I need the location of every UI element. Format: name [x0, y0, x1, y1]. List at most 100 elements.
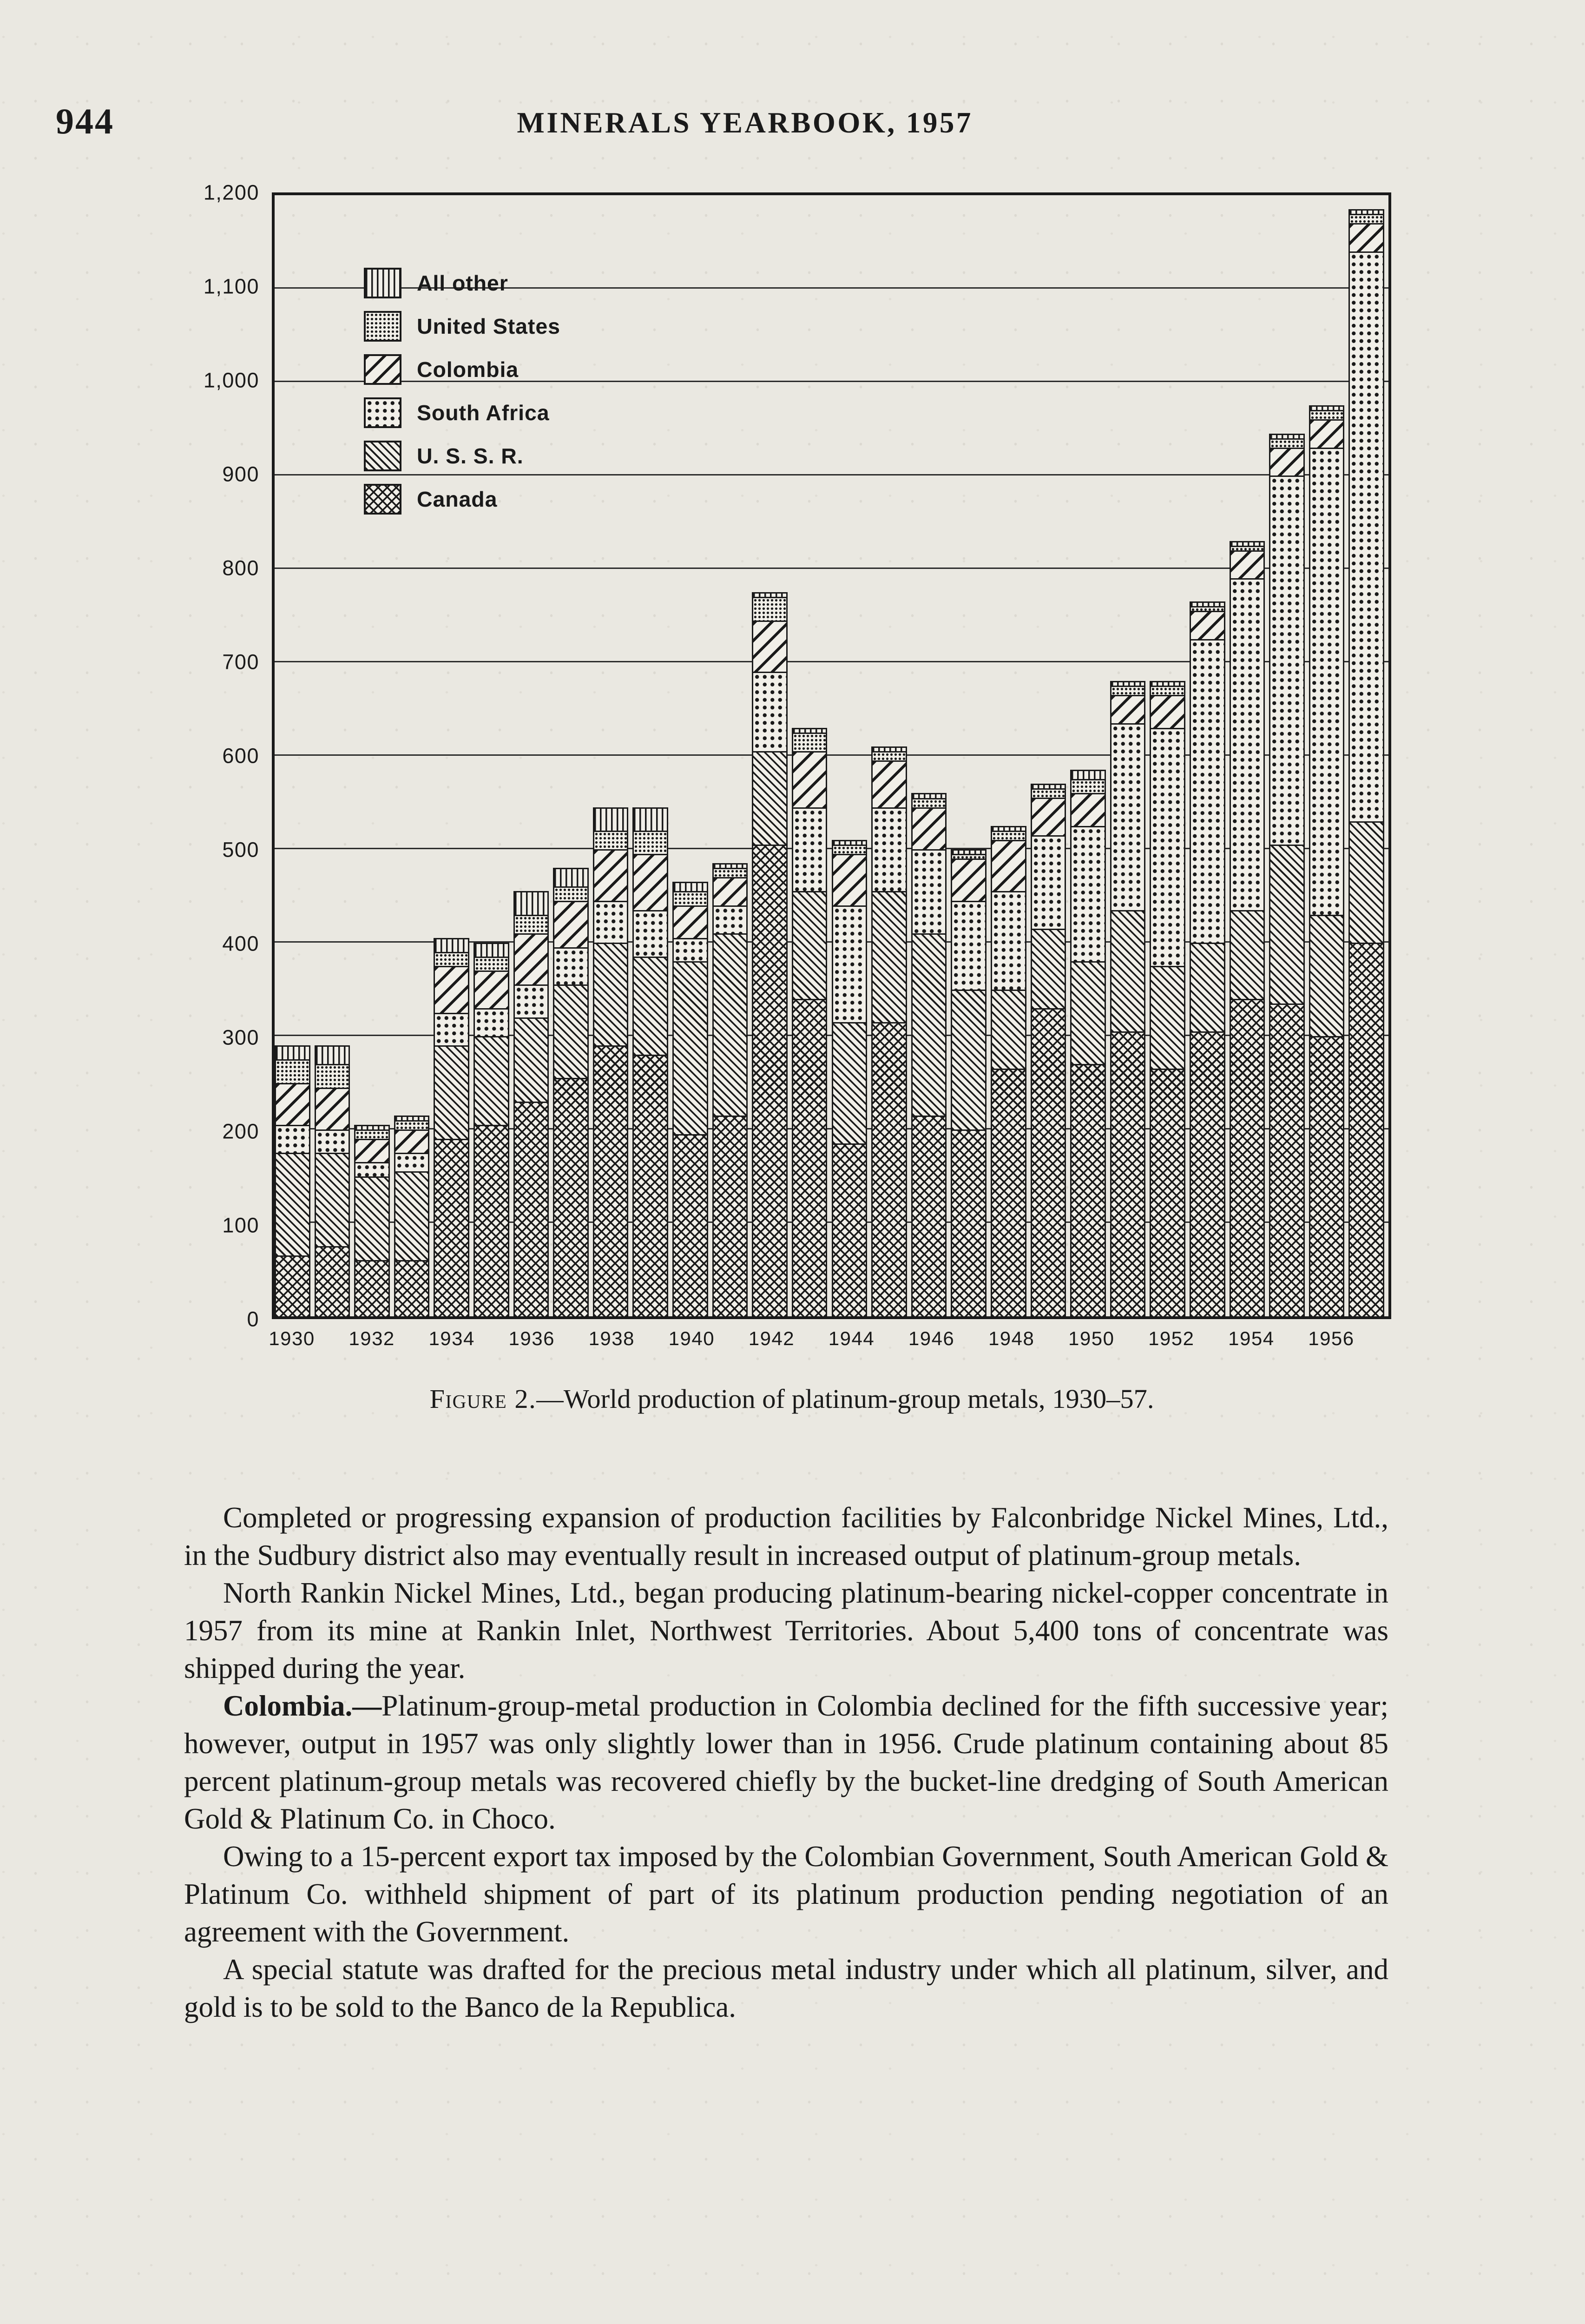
bar-segment-southafrica-1946: [911, 849, 947, 933]
x-tick-label-1952: 1952: [1148, 1327, 1195, 1349]
bar-segment-canada-1954: [1229, 998, 1265, 1316]
legend-item-ussr: U. S. S. R.: [364, 441, 560, 471]
legend-label-allother: All other: [417, 271, 508, 295]
bar-segment-southafrica-1952: [1150, 727, 1185, 966]
bar-segment-us-1938: [592, 830, 629, 850]
bar-segment-allother-1956: [1309, 405, 1345, 410]
legend-item-colombia: Colombia: [364, 354, 560, 385]
gridline-1000: [275, 381, 1388, 382]
bar-segment-colombia-1951: [1110, 695, 1146, 723]
bar-segment-colombia-1935: [474, 971, 509, 1008]
page-header: 944 MINERALS YEARBOOK, 1957: [0, 100, 1585, 145]
bar-segment-canada-1930: [275, 1255, 310, 1316]
bar-segment-allother-1955: [1269, 433, 1305, 438]
bar-segment-allother-1943: [791, 727, 828, 733]
bar-1932: [354, 195, 390, 1316]
bar-segment-ussr-1931: [314, 1153, 350, 1247]
y-tick-label-100: 100: [222, 1213, 259, 1237]
legend-item-southafrica: South Africa: [364, 397, 560, 428]
bar-segment-southafrica-1950: [1070, 825, 1106, 962]
legend-swatch-us-icon: [364, 311, 401, 342]
legend-swatch-allother-icon: [364, 268, 401, 298]
bar-1935: [474, 195, 509, 1316]
bar-segment-canada-1933: [394, 1260, 430, 1316]
bar-segment-southafrica-1948: [990, 891, 1026, 990]
y-tick-label-1100: 1,100: [203, 274, 259, 298]
legend-item-us: United States: [364, 311, 560, 342]
bar-segment-canada-1944: [831, 1143, 868, 1316]
gridline-1100: [275, 287, 1388, 289]
bar-segment-ussr-1943: [791, 891, 828, 999]
x-tick-label-1950: 1950: [1068, 1327, 1115, 1349]
bar-segment-southafrica-1931: [314, 1129, 350, 1153]
bar-segment-allother-1951: [1110, 681, 1146, 686]
gridline-700: [275, 661, 1388, 662]
bar-segment-colombia-1952: [1150, 695, 1185, 728]
bar-segment-southafrica-1957: [1348, 251, 1384, 821]
paragraph-2: North Rankin Nickel Mines, Ltd., began p…: [184, 1577, 1388, 1684]
bar-segment-colombia-1957: [1348, 223, 1384, 251]
bar-segment-canada-1931: [314, 1246, 350, 1316]
bar-segment-allother-1949: [1030, 784, 1066, 789]
bar-segment-southafrica-1940: [672, 938, 708, 962]
bar-segment-us-1955: [1269, 438, 1305, 448]
bar-segment-colombia-1937: [553, 900, 589, 948]
x-tick-label-1948: 1948: [988, 1327, 1035, 1349]
y-tick-label-1000: 1,000: [203, 368, 259, 392]
y-tick-label-600: 600: [222, 744, 259, 768]
bar-1936: [513, 195, 549, 1316]
bar-segment-southafrica-1954: [1229, 578, 1265, 910]
bar-segment-colombia-1954: [1229, 550, 1265, 579]
bar-segment-southafrica-1932: [354, 1162, 390, 1176]
bar-1930: [275, 195, 310, 1316]
bar-segment-southafrica-1937: [553, 947, 589, 985]
bar-segment-allother-1954: [1229, 541, 1265, 546]
bar-1942: [752, 195, 788, 1316]
bar-1931: [314, 195, 350, 1316]
bar-segment-allother-1940: [672, 882, 708, 891]
x-tick-label-1942: 1942: [748, 1327, 795, 1349]
bar-segment-ussr-1944: [831, 1022, 868, 1144]
bar-segment-ussr-1957: [1348, 821, 1384, 943]
bar-segment-allother-1953: [1189, 601, 1225, 607]
x-axis: 1930 1932 1934 1936 1938 1940 1942 1944 1946 1948…: [269, 1319, 1391, 1361]
bar-1950: [1070, 195, 1106, 1316]
bar-segment-canada-1947: [951, 1129, 987, 1316]
bar-segment-canada-1942: [752, 844, 788, 1316]
bar-segment-colombia-1949: [1030, 798, 1066, 835]
bar-segment-us-1931: [314, 1064, 350, 1088]
x-tick-label-1956: 1956: [1308, 1327, 1355, 1349]
y-tick-label-900: 900: [222, 462, 259, 486]
bar-segment-southafrica-1951: [1110, 723, 1146, 910]
bar-segment-us-1947: [951, 854, 987, 859]
bar-segment-canada-1941: [712, 1115, 748, 1316]
figure-caption-label: Figure 2.: [429, 1384, 537, 1414]
bar-segment-allother-1947: [951, 849, 987, 854]
bar-segment-us-1949: [1030, 788, 1066, 798]
bar-segment-us-1944: [831, 844, 868, 854]
bar-segment-ussr-1951: [1110, 910, 1146, 1031]
bar-segment-southafrica-1953: [1189, 639, 1225, 943]
bar-segment-ussr-1939: [632, 957, 669, 1055]
bar-segment-allother-1939: [632, 807, 669, 831]
y-tick-label-500: 500: [222, 838, 259, 862]
bar-1947: [951, 195, 987, 1316]
bar-segment-colombia-1944: [831, 854, 868, 905]
legend-swatch-canada-icon: [364, 484, 401, 515]
bar-segment-ussr-1954: [1229, 910, 1265, 999]
bar-segment-us-1954: [1229, 545, 1265, 550]
x-tick-label-1944: 1944: [828, 1327, 875, 1349]
bar-segment-colombia-1930: [275, 1083, 310, 1125]
bar-segment-canada-1946: [911, 1115, 947, 1316]
bar-segment-allother-1941: [712, 863, 748, 868]
bar-segment-us-1939: [632, 830, 669, 854]
bar-segment-canada-1940: [672, 1134, 708, 1316]
chart-legend: All other United States Colombia South Afri…: [364, 268, 560, 515]
bar-segment-colombia-1934: [434, 966, 470, 1013]
y-tick-label-1200: 1,200: [203, 180, 259, 205]
bar-1941: [712, 195, 748, 1316]
bar-segment-southafrica-1939: [632, 910, 669, 957]
bar-segment-allother-1946: [911, 793, 947, 798]
bar-1943: [791, 195, 828, 1316]
